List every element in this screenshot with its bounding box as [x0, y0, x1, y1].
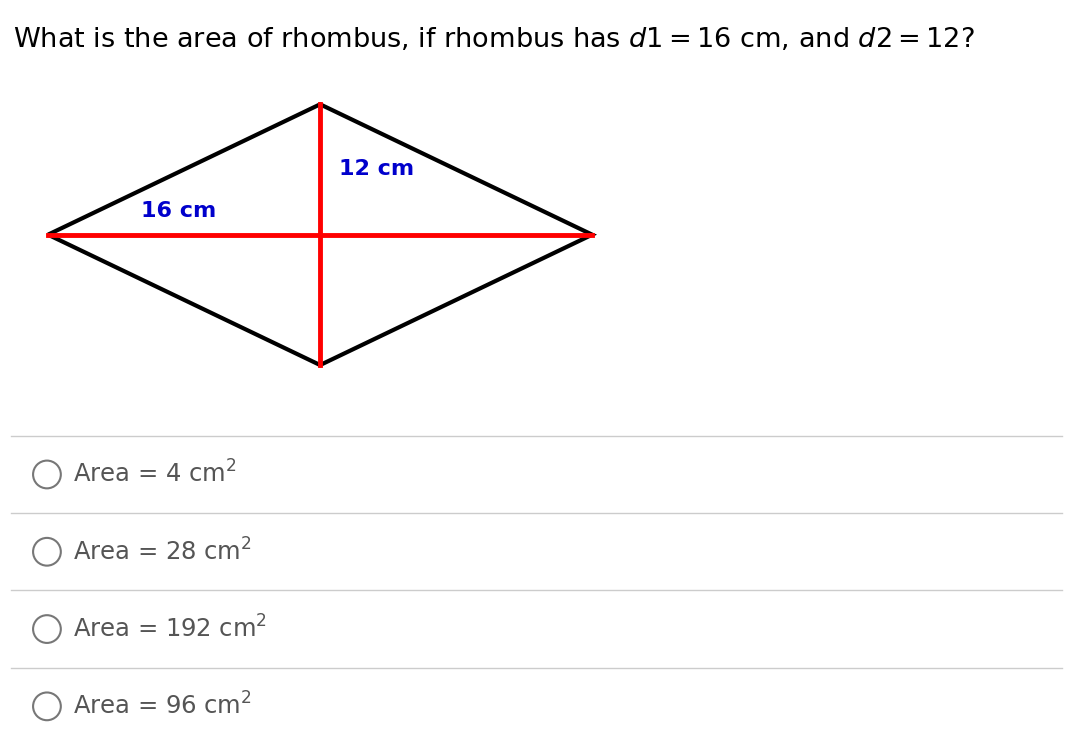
Text: Area = 192 cm$^2$: Area = 192 cm$^2$ [73, 615, 267, 643]
Text: Area = 96 cm$^2$: Area = 96 cm$^2$ [73, 693, 252, 720]
Text: What is the area of rhombus, if rhombus has $d1 = 16$ cm, and $d2 = 12$?: What is the area of rhombus, if rhombus … [13, 26, 974, 53]
Text: 12 cm: 12 cm [339, 159, 414, 180]
Text: 16 cm: 16 cm [141, 201, 217, 221]
Text: Area = 28 cm$^2$: Area = 28 cm$^2$ [73, 538, 252, 565]
Text: Area = 4 cm$^2$: Area = 4 cm$^2$ [73, 461, 236, 488]
